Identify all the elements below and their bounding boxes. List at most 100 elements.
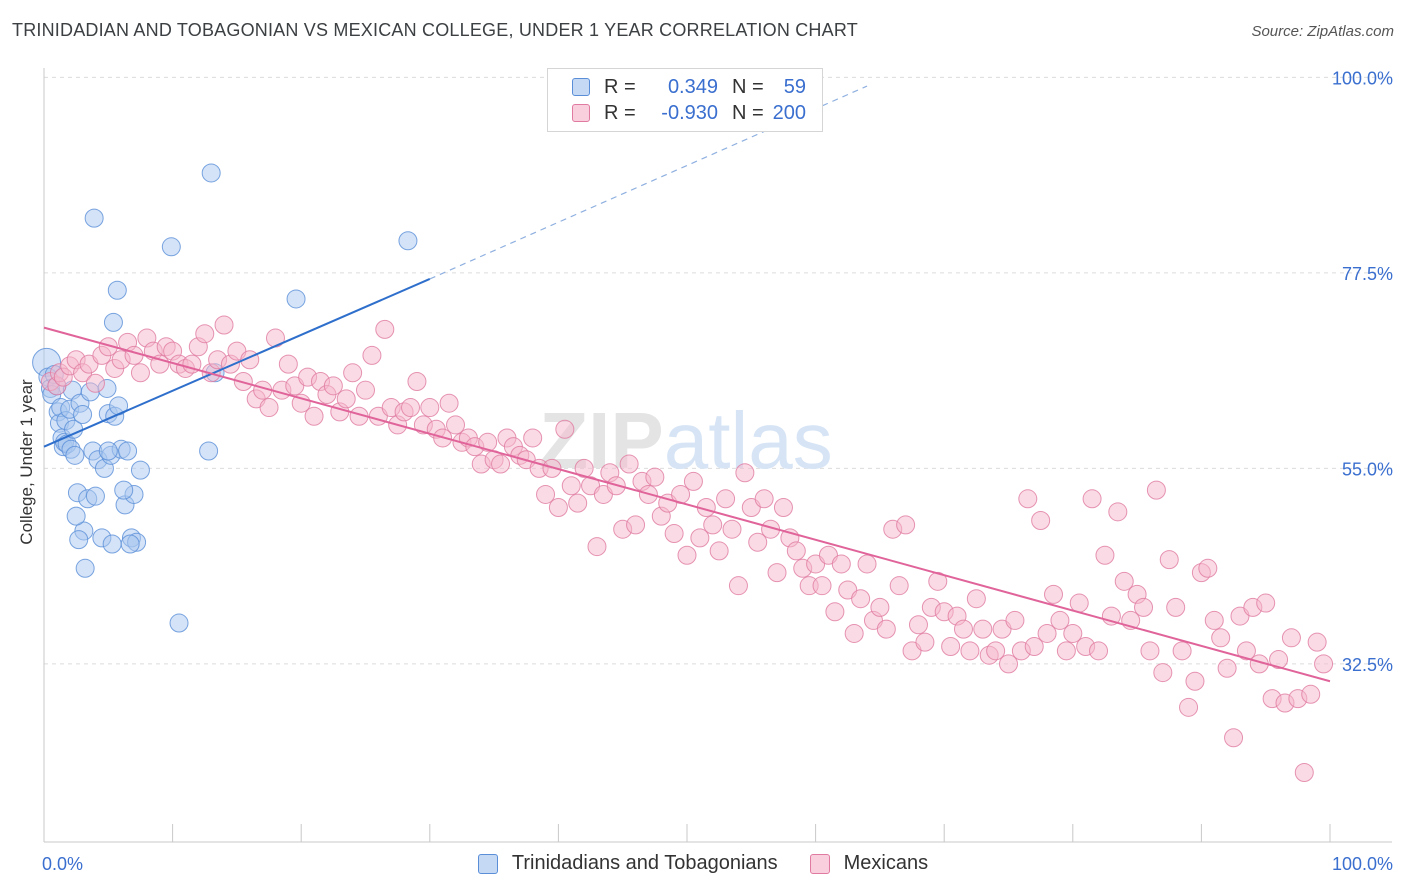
pink-data-point — [896, 515, 916, 535]
pink-data-point — [889, 576, 909, 596]
pink-data-point — [130, 363, 150, 383]
pink-data-point — [323, 376, 343, 396]
pink-data-point — [574, 458, 594, 478]
pink-data-point — [491, 454, 511, 474]
pink-data-point — [626, 515, 646, 535]
legend-row-pink: R = -0.930 N = 200 — [572, 101, 806, 125]
pink-data-point — [1307, 632, 1327, 652]
pink-data-point — [85, 373, 105, 393]
pink-data-point — [1281, 628, 1301, 648]
pink-data-point — [1224, 728, 1244, 748]
pink-data-point — [812, 576, 832, 596]
blue-data-point — [84, 208, 104, 228]
blue-data-point — [114, 480, 134, 500]
pink-data-point — [1018, 489, 1038, 509]
pink-data-point — [1159, 550, 1179, 570]
pink-data-point — [1005, 610, 1025, 630]
pink-data-point — [767, 563, 787, 583]
pink-data-point — [1069, 593, 1089, 613]
pink-data-point — [1185, 671, 1205, 691]
pink-data-point — [401, 398, 421, 418]
legend-n-label: N = — [732, 75, 764, 98]
pink-data-point — [851, 589, 871, 609]
pink-data-point — [420, 398, 440, 418]
pink-data-point — [362, 345, 382, 365]
pink-data-point — [439, 393, 459, 413]
pink-data-point — [561, 476, 581, 496]
pink-data-point — [1095, 545, 1115, 565]
x-tick-label: 0.0% — [42, 854, 83, 874]
pink-data-point — [446, 415, 466, 435]
legend-row-blue: R = 0.349 N = 59 — [572, 75, 806, 99]
pink-data-point — [1134, 597, 1154, 617]
pink-data-point — [1153, 663, 1173, 683]
pink-data-point — [124, 345, 144, 365]
pink-data-point — [1089, 641, 1109, 661]
series-legend: Trinidadians and Tobagonians Mexicans — [0, 852, 1406, 875]
pink-data-point — [1294, 762, 1314, 782]
pink-data-point — [786, 541, 806, 561]
pink-data-point — [555, 419, 575, 439]
pink-data-point — [825, 602, 845, 622]
y-tick-label: 77.5% — [1342, 264, 1393, 284]
pink-data-point — [1050, 610, 1070, 630]
series-blue-points — [32, 163, 418, 633]
legend-r-value: -0.930 — [661, 101, 718, 124]
blue-data-point — [75, 558, 95, 578]
pink-data-point — [709, 541, 729, 561]
blue-data-point — [199, 441, 219, 461]
pink-data-point — [536, 484, 556, 504]
pink-data-point — [999, 654, 1018, 674]
blue-data-point — [130, 460, 150, 480]
pink-data-point — [960, 641, 980, 661]
pink-data-point — [214, 315, 234, 335]
pink-data-point — [1114, 571, 1134, 591]
pink-data-point — [748, 532, 768, 552]
blue-data-point — [85, 486, 105, 506]
pink-trend-line — [43, 326, 1331, 683]
legend-series-name: Mexicans — [843, 852, 929, 874]
y-tick-label: 32.5% — [1342, 655, 1393, 675]
blue-data-point — [286, 289, 306, 309]
pink-data-point — [683, 471, 703, 491]
pink-data-point — [356, 380, 375, 400]
y-axis-label: College, Under 1 year — [17, 379, 36, 545]
pink-data-point — [664, 524, 684, 544]
pink-data-point — [690, 528, 710, 548]
pink-data-point — [831, 554, 851, 574]
legend-swatch-blue — [477, 853, 498, 874]
pink-data-point — [870, 597, 890, 617]
pink-data-point — [568, 493, 588, 513]
legend-swatch-pink — [809, 853, 830, 874]
pink-data-point — [986, 641, 1006, 661]
pink-data-point — [1044, 584, 1064, 604]
pink-data-point — [1269, 650, 1289, 670]
legend-n-value: 200 — [772, 101, 806, 124]
pink-data-point — [716, 489, 736, 509]
y-tick-label: 55.0% — [1342, 459, 1393, 479]
pink-data-point — [1301, 684, 1321, 704]
pink-data-point — [844, 623, 864, 643]
pink-data-point — [928, 571, 948, 591]
pink-data-point — [1314, 654, 1334, 674]
pink-data-point — [150, 354, 170, 374]
x-tick-label: 100.0% — [1332, 854, 1393, 874]
blue-data-point — [201, 163, 221, 183]
pink-data-point — [195, 324, 215, 344]
pink-data-point — [407, 371, 427, 391]
legend-item-trinidadians: Trinidadians and Tobagonians — [477, 852, 778, 875]
pink-data-point — [336, 389, 356, 409]
pink-data-point — [1082, 489, 1102, 509]
pink-data-point — [343, 363, 363, 383]
axes — [43, 68, 1392, 843]
blue-data-point — [102, 534, 122, 554]
blue-data-point — [398, 231, 418, 251]
pink-data-point — [619, 454, 639, 474]
pink-data-point — [1037, 623, 1057, 643]
pink-data-point — [1204, 610, 1224, 630]
legend-series-name: Trinidadians and Tobagonians — [511, 852, 778, 874]
legend-swatch-blue — [572, 78, 590, 96]
pink-data-point — [677, 545, 697, 565]
pink-data-point — [1172, 641, 1192, 661]
